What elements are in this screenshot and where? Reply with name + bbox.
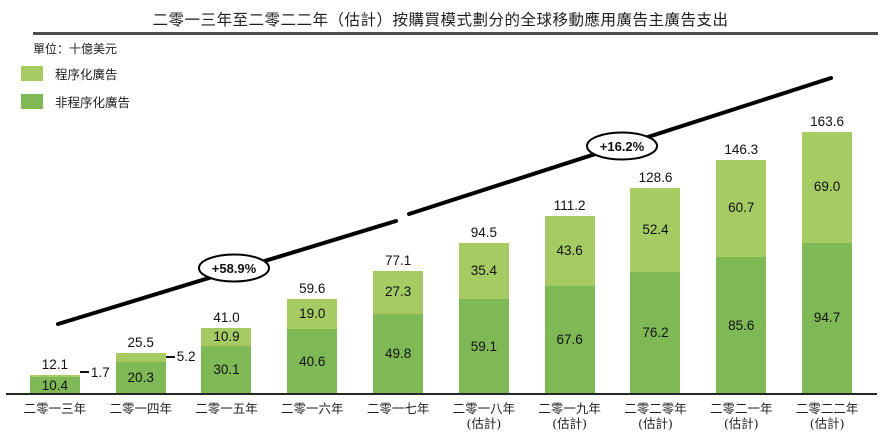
xaxis-labels: 二零一三年 二零一四年 二零一五年 二零一六年 二零一七年 二零一八年 (估計) 二零一九年(… [12, 401, 870, 431]
bar-total-label: 128.6 [638, 170, 673, 186]
xaxis-label: 二零一四年 [109, 401, 172, 416]
bar-stack: 43.6 67.6 [544, 216, 595, 394]
bar-stack: 27.3 49.8 [373, 270, 424, 394]
bar-stack: 19.0 40.6 [287, 298, 338, 394]
legend-item-programmatic: 程序化廣告 [21, 64, 130, 83]
bar-total-label: 77.1 [384, 252, 412, 268]
xaxis-label: 二零一三年 [23, 401, 87, 416]
bar-stack: 10.9 30.1 [201, 328, 252, 394]
x-axis-line [6, 393, 877, 395]
bar-total-label: 12.1 [41, 356, 69, 372]
xaxis-label: 二零一五年 [195, 401, 258, 416]
bar-total-label: 146.3 [724, 141, 759, 157]
bar-segment-programmatic: 43.6 [544, 216, 595, 286]
xaxis-label: 二零一八年 (估計) [452, 401, 516, 431]
xaxis-label: 二零二一年 (估計) [710, 401, 773, 431]
bar-segment-non-programmatic: 49.8 [373, 314, 424, 394]
bar-segment-non-programmatic: 40.6 [287, 329, 338, 394]
bars-row: 12.1 10.4 1.7 25.5 20.3 5.2 41.0 10.9 30.1 59.6 19… [12, 114, 870, 394]
bar-group: 94.5 35.4 59.1 [441, 225, 527, 394]
bar-total-label: 163.6 [810, 114, 844, 130]
bar-group: 41.0 10.9 30.1 [184, 310, 270, 394]
legend: 程序化廣告 非程序化廣告 [21, 64, 130, 120]
bar-segment-programmatic: 10.9 [201, 328, 252, 346]
bar-stack: 69.0 94.7 [802, 132, 853, 394]
xaxis-label: 二零二零年 (估計) [624, 401, 687, 431]
bar-stack: 10.4 [29, 374, 80, 394]
unit-label: 單位：十億美元 [33, 42, 118, 56]
bar-segment-programmatic: 35.4 [458, 242, 509, 300]
bar-group: 146.3 60.7 85.6 [698, 142, 784, 394]
bar-segment-non-programmatic: 94.7 [802, 242, 853, 394]
xaxis-label: 二零一七年 [366, 401, 430, 416]
bar-segment-callout-label: 5.2 [165, 349, 195, 364]
bar-group: 59.6 19.0 40.6 [269, 281, 355, 394]
bar-group: 128.6 52.4 76.2 [613, 170, 699, 394]
bar-group: 111.2 43.6 67.6 [527, 198, 613, 394]
xaxis-label: 二零一六年 [281, 401, 344, 416]
bar-total-label: 25.5 [127, 335, 154, 351]
title-divider [33, 32, 878, 35]
bar-group: 163.6 69.0 94.7 [784, 114, 870, 394]
bar-segment-callout-label: 1.7 [79, 365, 110, 380]
bar-stack: 60.7 85.6 [716, 159, 767, 394]
xaxis-label: 二零一九年 (估計) [538, 401, 601, 431]
bar-segment-programmatic: 60.7 [716, 159, 767, 257]
legend-item-non-programmatic: 非程序化廣告 [21, 92, 130, 111]
callout-dash [79, 371, 89, 374]
bar-segment-non-programmatic: 85.6 [716, 257, 767, 394]
bar-stack: 35.4 59.1 [458, 242, 509, 394]
bar-segment-programmatic [115, 353, 166, 362]
bar-stack: 20.3 [115, 353, 166, 394]
bar-total-label: 41.0 [213, 310, 240, 326]
page-title: 二零一三年至二零二二年（估計）按購買模式劃分的全球移動應用廣告主廣告支出 [152, 11, 729, 29]
bar-segment-non-programmatic: 76.2 [630, 272, 681, 394]
bar-segment-programmatic: 27.3 [373, 270, 424, 315]
bar-stack: 52.4 76.2 [630, 188, 681, 394]
bar-segment-non-programmatic: 30.1 [201, 345, 252, 394]
bar-segment-programmatic: 52.4 [630, 188, 681, 273]
bar-segment-programmatic: 69.0 [802, 132, 853, 243]
legend-swatch-non-programmatic [21, 94, 43, 109]
bar-segment-non-programmatic: 59.1 [458, 299, 509, 394]
legend-label: 程序化廣告 [55, 67, 118, 82]
xaxis-label: 二零二二年 (估計) [795, 401, 859, 431]
bar-group: 77.1 27.3 49.8 [355, 253, 441, 394]
bar-segment-programmatic [29, 374, 80, 378]
bar-segment-non-programmatic: 20.3 [115, 361, 166, 394]
legend-swatch-programmatic [21, 66, 43, 81]
bar-segment-programmatic: 19.0 [287, 298, 338, 329]
bar-group: 25.5 20.3 5.2 [98, 335, 195, 394]
bar-segment-non-programmatic: 67.6 [544, 285, 595, 394]
bar-group: 12.1 10.4 1.7 [12, 356, 110, 394]
bar-total-label: 94.5 [470, 224, 498, 240]
callout-dash [165, 355, 175, 358]
bar-total-label: 59.6 [299, 280, 326, 296]
bar-total-label: 111.2 [553, 198, 586, 214]
bar-segment-non-programmatic: 10.4 [29, 377, 80, 394]
legend-label: 非程序化廣告 [55, 95, 131, 110]
